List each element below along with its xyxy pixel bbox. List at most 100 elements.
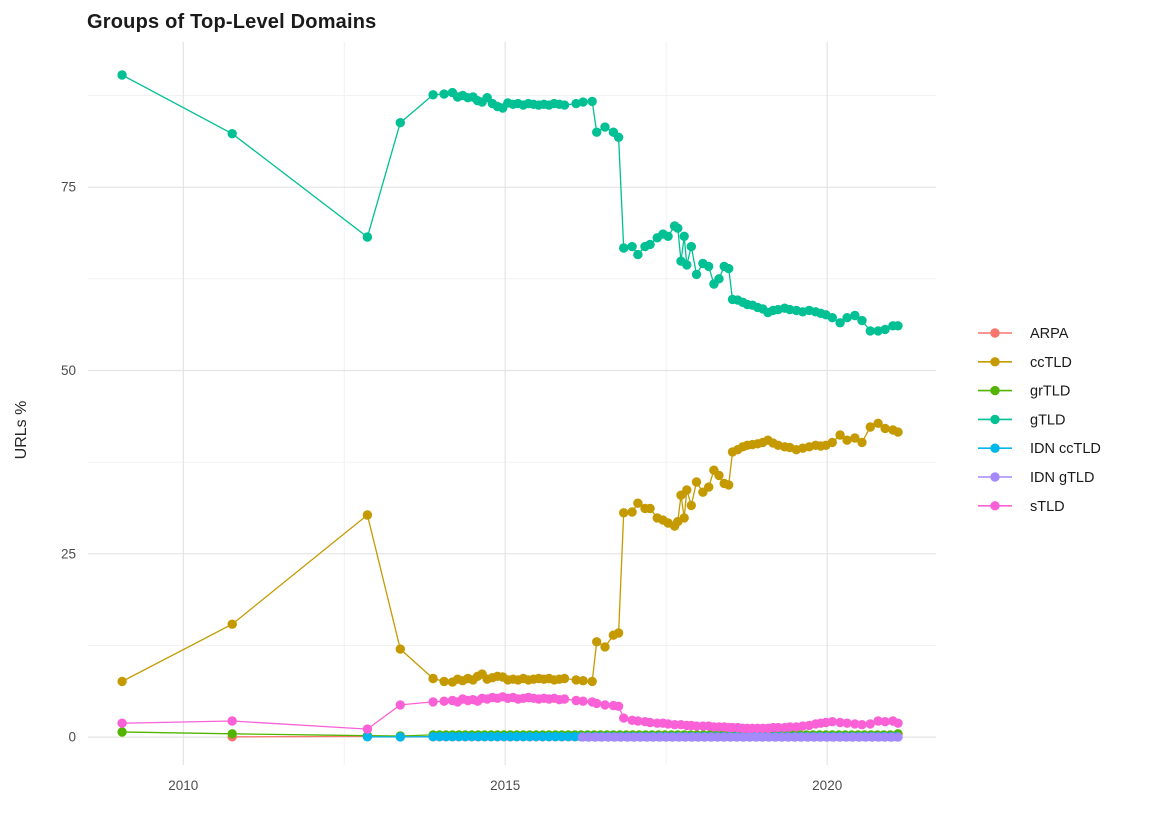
x-tick-label: 2015: [490, 778, 520, 793]
data-point: [865, 326, 875, 336]
data-point: [648, 732, 658, 742]
legend-label: sTLD: [1030, 499, 1065, 515]
data-point: [227, 619, 237, 629]
data-point: [362, 232, 373, 242]
data-point: [796, 732, 807, 742]
data-point: [893, 732, 903, 742]
data-point: [880, 324, 890, 335]
data-point: [578, 696, 588, 706]
legend-item-grTLD: grTLD: [978, 384, 1070, 400]
series-IDN-gTLD: [577, 732, 903, 742]
data-point: [117, 676, 127, 687]
data-point: [732, 732, 742, 742]
legend-key-dot: [990, 501, 1000, 511]
data-point: [597, 732, 607, 742]
legend-key-dot: [990, 443, 1000, 453]
data-point: [691, 477, 702, 487]
data-point: [600, 700, 610, 710]
data-point: [571, 695, 581, 706]
data-point: [893, 427, 903, 437]
legend-label: ccTLD: [1030, 355, 1072, 371]
data-point: [600, 642, 610, 652]
data-point: [857, 315, 867, 326]
data-point: [850, 719, 860, 729]
data-point: [428, 90, 438, 100]
data-point: [428, 732, 438, 742]
chart-title: Groups of Top-Level Domains: [87, 11, 377, 33]
x-tick-label: 2020: [812, 778, 842, 793]
data-point: [783, 732, 794, 742]
legend-label: grTLD: [1030, 384, 1070, 400]
legend-item-ccTLD: ccTLD: [978, 355, 1072, 371]
data-point: [686, 500, 696, 511]
data-point: [880, 423, 890, 434]
data-point: [893, 321, 903, 331]
data-point: [584, 732, 594, 742]
data-point: [835, 430, 845, 440]
legend-key-dot: [990, 472, 1000, 482]
data-point: [880, 732, 890, 742]
data-point: [880, 717, 890, 727]
data-point: [613, 628, 624, 638]
data-point: [873, 418, 883, 428]
y-tick-label: 0: [68, 730, 76, 745]
data-point: [571, 675, 581, 685]
data-point: [865, 719, 875, 729]
y-tick-label: 75: [61, 180, 76, 195]
data-point: [816, 732, 826, 742]
data-point: [578, 676, 588, 686]
legend-key-dot: [990, 385, 1000, 396]
data-point: [645, 503, 655, 514]
data-point: [873, 716, 883, 726]
series-line: [121, 74, 898, 332]
data-point: [619, 508, 629, 518]
data-point: [865, 422, 875, 432]
data-point: [479, 732, 490, 742]
data-point: [587, 676, 597, 687]
data-point: [713, 732, 723, 742]
data-point: [559, 673, 570, 684]
data-point: [679, 231, 689, 241]
data-point: [613, 701, 624, 711]
data-point: [700, 732, 710, 742]
legend-item-sTLD: sTLD: [978, 499, 1065, 515]
data-point: [627, 241, 637, 252]
x-axis-tick-labels: 2010 2015 2020: [168, 778, 842, 793]
data-point: [619, 243, 629, 253]
data-point: [645, 717, 655, 728]
series-gTLD: [117, 70, 903, 336]
data-point: [827, 717, 837, 727]
data-point: [680, 732, 691, 742]
data-point: [673, 223, 683, 233]
data-point: [439, 696, 449, 706]
legend: ARPA ccTLD grTLD gTLD IDN ccTLD IDN gTLD sTLD: [978, 326, 1101, 515]
data-point: [893, 718, 903, 728]
data-point: [842, 435, 852, 445]
data-point: [835, 717, 845, 728]
data-point: [592, 637, 602, 647]
data-point: [587, 96, 597, 107]
data-point: [571, 98, 581, 109]
data-point: [645, 239, 655, 250]
data-point: [395, 700, 405, 710]
data-point: [848, 732, 858, 742]
legend-item-ARPA: ARPA: [978, 326, 1069, 342]
data-point: [704, 261, 714, 272]
data-point: [873, 326, 883, 336]
data-point: [563, 732, 573, 742]
data-point: [227, 729, 237, 739]
data-point: [428, 673, 438, 684]
data-point: [691, 269, 702, 280]
data-point: [850, 310, 860, 321]
data-point: [827, 313, 837, 323]
data-point: [857, 437, 867, 448]
y-tick-label: 25: [61, 546, 76, 561]
data-point: [633, 716, 643, 726]
data-point: [704, 482, 714, 492]
data-point: [827, 437, 837, 448]
data-point: [714, 274, 724, 284]
data-point: [842, 718, 852, 728]
data-point: [460, 732, 470, 742]
data-point: [362, 724, 373, 734]
